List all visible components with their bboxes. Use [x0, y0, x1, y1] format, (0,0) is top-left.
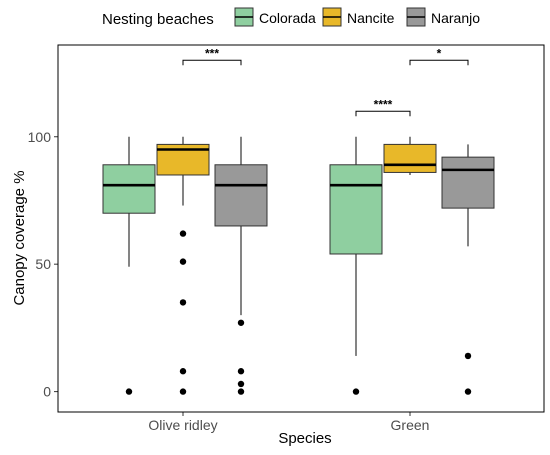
box-olive-ridley-colorada-outlier-0 [125, 388, 133, 395]
plot-panel-border [57, 44, 545, 413]
box-olive-ridley-naranjo-iqr [214, 164, 268, 227]
box-green-naranjo-outlier-1 [464, 388, 472, 395]
box-olive-ridley-nancite [156, 136, 210, 395]
box-olive-ridley-naranjo [214, 136, 268, 395]
box-olive-ridley-naranjo-outlier-3 [237, 388, 245, 395]
x-tick-label-olive-ridley: Olive ridley [148, 417, 217, 433]
x-axis: Olive ridley Green [148, 412, 429, 433]
box-olive-ridley-nancite-outlier-2 [179, 299, 187, 306]
y-axis: 0 50 100 [28, 129, 58, 400]
significance-1: **** [355, 97, 411, 117]
y-tick-label-50: 50 [35, 256, 51, 272]
legend-label-nancite: Nancite [347, 10, 395, 26]
box-olive-ridley-colorada-iqr [102, 164, 156, 214]
box-green-naranjo-outlier-0 [464, 352, 472, 360]
legend-entry-naranjo: Naranjo [406, 7, 480, 27]
x-axis-title: Species [278, 430, 331, 447]
box-olive-ridley-nancite-outlier-4 [179, 388, 187, 395]
legend-title: Nesting beaches [102, 11, 214, 28]
legend-label-naranjo: Naranjo [431, 10, 480, 26]
box-green-nancite [383, 136, 437, 175]
legend-entry-nancite: Nancite [322, 7, 395, 27]
box-olive-ridley-nancite-outlier-3 [179, 368, 187, 375]
significance-label-2: * [437, 46, 442, 60]
x-tick-label-green: Green [391, 417, 430, 433]
significance-2: * [409, 46, 469, 66]
significance-annotations: ******** [182, 46, 469, 117]
box-green-colorada [329, 136, 383, 395]
legend-label-colorada: Colorada [259, 10, 316, 26]
box-green-naranjo-iqr [441, 156, 495, 209]
y-tick-label-100: 100 [28, 129, 52, 145]
box-green-nancite-iqr [383, 143, 437, 173]
box-olive-ridley-naranjo-outlier-0 [237, 319, 245, 326]
box-olive-ridley-colorada [102, 136, 156, 395]
significance-bracket-2 [409, 59, 469, 66]
significance-bracket-1 [355, 110, 411, 117]
boxes [102, 136, 495, 395]
box-olive-ridley-nancite-outlier-0 [179, 230, 187, 237]
legend-entries: Colorada Nancite Naranjo [234, 7, 480, 27]
box-green-colorada-iqr [329, 164, 383, 255]
legend: Nesting beaches Colorada Nancite Naranjo [102, 7, 480, 28]
box-olive-ridley-naranjo-outlier-1 [237, 368, 245, 375]
y-axis-title: Canopy coverage % [11, 170, 28, 305]
significance-label-1: **** [374, 97, 393, 111]
legend-entry-colorada: Colorada [234, 7, 316, 27]
box-olive-ridley-naranjo-outlier-2 [237, 380, 245, 388]
box-green-colorada-outlier-0 [352, 388, 360, 395]
box-green-naranjo [441, 144, 495, 395]
significance-label-0: *** [205, 46, 219, 60]
significance-bracket-0 [182, 59, 242, 66]
significance-0: *** [182, 46, 242, 66]
box-olive-ridley-nancite-outlier-1 [179, 258, 187, 265]
y-tick-label-0: 0 [43, 384, 51, 400]
